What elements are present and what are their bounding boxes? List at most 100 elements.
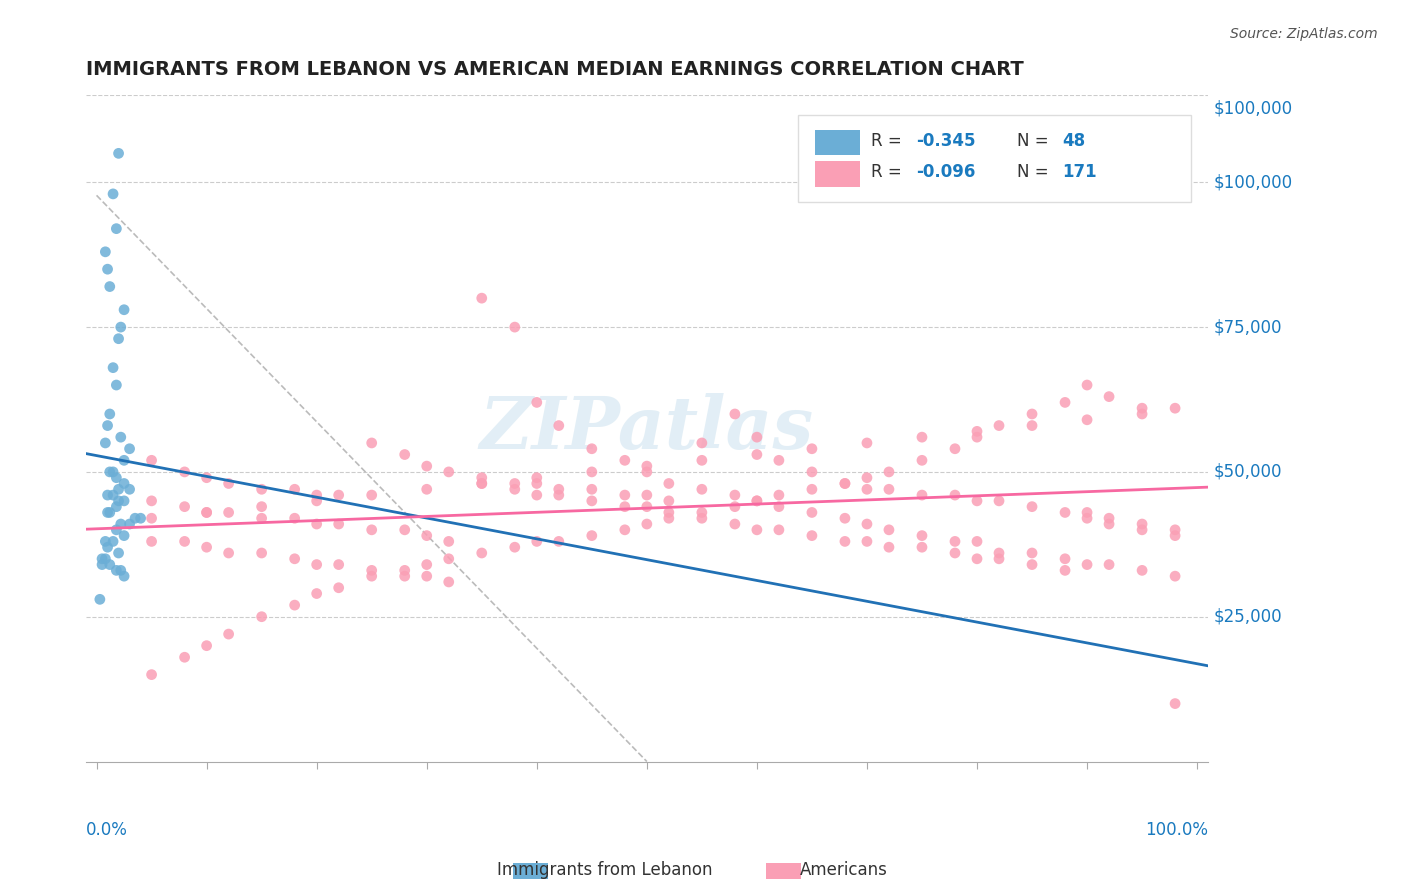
Point xyxy=(110,516,132,531)
Point xyxy=(173,500,195,514)
Point xyxy=(112,476,135,491)
Point xyxy=(173,534,195,549)
Point xyxy=(856,534,879,549)
Text: $25,000: $25,000 xyxy=(1213,607,1282,625)
Point xyxy=(94,551,117,566)
Point xyxy=(98,505,121,519)
Text: $100,000: $100,000 xyxy=(1213,173,1292,191)
Point xyxy=(284,551,307,566)
Point xyxy=(94,534,117,549)
Point xyxy=(658,511,681,525)
Point xyxy=(305,516,328,531)
Text: 100.0%: 100.0% xyxy=(1144,822,1208,839)
Point xyxy=(112,453,135,467)
Point xyxy=(89,592,111,607)
Point xyxy=(800,465,823,479)
Point xyxy=(911,430,934,444)
Point xyxy=(581,465,603,479)
Text: ZIPatlas: ZIPatlas xyxy=(479,393,814,464)
Point xyxy=(658,476,681,491)
Point xyxy=(1076,558,1098,572)
Point xyxy=(503,476,526,491)
Point xyxy=(768,523,790,537)
Point xyxy=(97,540,120,554)
Point xyxy=(1021,418,1043,433)
Point xyxy=(988,551,1011,566)
Point xyxy=(118,442,141,456)
Point xyxy=(250,483,273,497)
Text: N =: N = xyxy=(1018,132,1054,150)
Point xyxy=(988,546,1011,560)
Point xyxy=(877,523,900,537)
Point xyxy=(98,407,121,421)
Point xyxy=(471,476,494,491)
Point xyxy=(218,546,240,560)
Point xyxy=(690,483,713,497)
Text: IMMIGRANTS FROM LEBANON VS AMERICAN MEDIAN EARNINGS CORRELATION CHART: IMMIGRANTS FROM LEBANON VS AMERICAN MEDI… xyxy=(86,60,1024,78)
Point xyxy=(97,418,120,433)
Point xyxy=(856,483,879,497)
Point xyxy=(690,436,713,450)
Point xyxy=(105,523,128,537)
Point xyxy=(745,523,768,537)
Point xyxy=(613,523,636,537)
Point xyxy=(305,558,328,572)
Point xyxy=(250,546,273,560)
Point xyxy=(98,279,121,293)
Point xyxy=(834,534,856,549)
Point xyxy=(195,505,218,519)
Point xyxy=(118,516,141,531)
Point xyxy=(800,505,823,519)
Text: 0.0%: 0.0% xyxy=(86,822,128,839)
Point xyxy=(107,332,129,346)
Point xyxy=(218,505,240,519)
Point xyxy=(394,523,416,537)
Point xyxy=(1053,551,1076,566)
Point xyxy=(328,488,350,502)
Text: $100,000: $100,000 xyxy=(1213,100,1292,118)
Point xyxy=(101,488,124,502)
Point xyxy=(613,453,636,467)
Point xyxy=(107,483,129,497)
Point xyxy=(690,453,713,467)
Point xyxy=(250,609,273,624)
Point xyxy=(1130,407,1153,421)
Point xyxy=(911,488,934,502)
Point xyxy=(1076,413,1098,427)
Point xyxy=(1098,558,1121,572)
Point xyxy=(173,650,195,665)
Point xyxy=(360,569,382,583)
Point xyxy=(1164,401,1187,416)
Point xyxy=(636,459,658,474)
Point xyxy=(966,494,988,508)
FancyBboxPatch shape xyxy=(815,161,860,186)
Point xyxy=(91,551,114,566)
Point xyxy=(526,395,548,409)
Point xyxy=(284,511,307,525)
Point xyxy=(97,262,120,277)
Point xyxy=(658,494,681,508)
Point xyxy=(97,505,120,519)
Point xyxy=(394,569,416,583)
Point xyxy=(101,186,124,201)
Point xyxy=(581,528,603,542)
Point xyxy=(250,500,273,514)
Point xyxy=(877,465,900,479)
Point xyxy=(1130,516,1153,531)
Point xyxy=(416,558,439,572)
Point xyxy=(360,436,382,450)
Point xyxy=(636,488,658,502)
Point xyxy=(107,494,129,508)
Text: -0.345: -0.345 xyxy=(917,132,976,150)
Point xyxy=(394,448,416,462)
Text: 171: 171 xyxy=(1062,163,1097,181)
Text: 48: 48 xyxy=(1062,132,1085,150)
Point xyxy=(98,465,121,479)
Point xyxy=(284,598,307,612)
Text: Americans: Americans xyxy=(800,861,887,879)
Point xyxy=(1053,505,1076,519)
Point xyxy=(1021,500,1043,514)
Point xyxy=(1164,523,1187,537)
Point xyxy=(745,494,768,508)
Point xyxy=(437,551,460,566)
